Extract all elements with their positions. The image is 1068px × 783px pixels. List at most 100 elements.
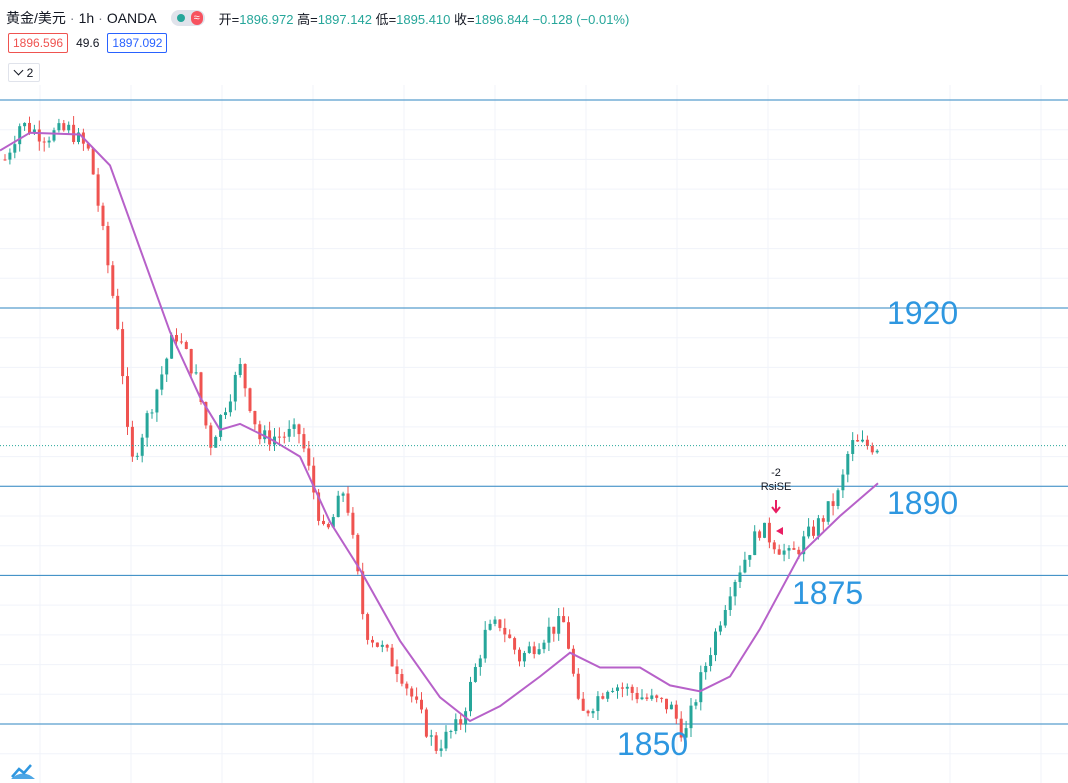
candle-body bbox=[665, 698, 668, 710]
candle-body bbox=[111, 265, 115, 296]
candle-body bbox=[532, 646, 536, 655]
candle-body bbox=[116, 295, 120, 330]
level-label-1890: 1890 bbox=[887, 485, 958, 521]
candle-body bbox=[179, 341, 183, 343]
rsi-signal: -2 RsiSE bbox=[761, 467, 792, 535]
open-label: 开= bbox=[218, 11, 240, 27]
indicators-toggle-button[interactable]: 2 bbox=[8, 63, 40, 82]
interval-label[interactable]: 1h bbox=[78, 10, 95, 26]
candle-body bbox=[155, 389, 159, 413]
candle-body bbox=[571, 648, 575, 674]
candle-body bbox=[812, 526, 815, 536]
candle-body bbox=[91, 148, 95, 175]
candle-body bbox=[753, 531, 757, 556]
close-label: 收= bbox=[454, 11, 475, 27]
candle-body bbox=[292, 424, 296, 429]
candle-body bbox=[400, 674, 404, 684]
symbol-name[interactable]: 黄金/美元 bbox=[6, 10, 66, 26]
candle-body bbox=[165, 358, 169, 375]
candle-body bbox=[767, 522, 771, 543]
candle-body bbox=[126, 376, 129, 427]
candle-body bbox=[723, 609, 727, 626]
bid-price-button[interactable]: 1896.596 bbox=[8, 33, 69, 53]
candle-body bbox=[140, 437, 144, 456]
high-value: 1897.142 bbox=[317, 11, 372, 27]
ask-price-button[interactable]: 1897.092 bbox=[107, 33, 168, 53]
moving-average-line bbox=[0, 131, 879, 723]
candle-body bbox=[312, 465, 316, 493]
candle-body bbox=[522, 652, 526, 662]
candle-body bbox=[669, 704, 673, 710]
candle-body bbox=[547, 626, 551, 643]
candle-body bbox=[184, 342, 188, 349]
candle-body bbox=[189, 348, 193, 374]
candle-body bbox=[375, 642, 379, 647]
candle-body bbox=[704, 665, 708, 673]
candle-body bbox=[738, 572, 742, 583]
candle-body bbox=[199, 372, 203, 403]
candle-body bbox=[287, 428, 291, 437]
candle-body bbox=[733, 582, 737, 597]
candle-body bbox=[420, 699, 423, 710]
candle-body bbox=[616, 687, 619, 691]
candle-body bbox=[782, 550, 786, 555]
candle-body bbox=[557, 616, 561, 634]
candle-body bbox=[508, 634, 512, 639]
candle-body bbox=[263, 430, 267, 440]
separator-dot: · bbox=[69, 10, 75, 26]
candle-body bbox=[513, 638, 517, 650]
candle-body bbox=[875, 450, 879, 453]
low-value: 1895.410 bbox=[396, 11, 451, 27]
candle-body bbox=[135, 455, 139, 457]
candle-body bbox=[865, 439, 869, 447]
signal-marker-icon bbox=[776, 527, 783, 535]
market-open-icon bbox=[176, 14, 185, 22]
candle-body bbox=[434, 735, 438, 751]
candle-body bbox=[282, 436, 286, 438]
candle-body bbox=[567, 622, 570, 649]
candle-body bbox=[86, 143, 90, 149]
candle-body bbox=[777, 549, 781, 555]
quote-row: 1896.596 49.6 1897.092 bbox=[8, 33, 168, 53]
candle-body bbox=[444, 731, 448, 749]
market-status-badge[interactable]: ≈ bbox=[170, 10, 205, 26]
candle-body bbox=[861, 439, 864, 442]
candle-body bbox=[356, 534, 360, 572]
wave-icon: ≈ bbox=[190, 11, 203, 25]
candle-body bbox=[488, 623, 492, 630]
candle-body bbox=[606, 691, 610, 699]
candle-body bbox=[620, 687, 624, 689]
candle-body bbox=[527, 646, 531, 653]
candle-body bbox=[851, 440, 855, 454]
candle-body bbox=[228, 401, 232, 413]
candle-body bbox=[439, 748, 443, 751]
candle-body bbox=[233, 374, 237, 402]
candle-body bbox=[650, 695, 654, 699]
candle-body bbox=[802, 536, 806, 555]
candle-body bbox=[493, 619, 497, 624]
candle-body bbox=[326, 524, 330, 528]
candle-body bbox=[792, 548, 796, 550]
candle-body bbox=[841, 474, 845, 491]
legend-header: 黄金/美元 · 1h · OANDA ≈ 开=1896.972 高=1897.1… bbox=[6, 8, 629, 28]
candle-body bbox=[635, 692, 639, 700]
candle-body bbox=[459, 719, 463, 725]
signal-name: RsiSE bbox=[761, 481, 792, 493]
tradingview-logo-icon[interactable] bbox=[10, 762, 36, 780]
candle-body bbox=[37, 129, 41, 142]
candle-body bbox=[679, 718, 683, 738]
candle-body bbox=[581, 698, 585, 711]
candle-body bbox=[542, 642, 546, 650]
candle-body bbox=[3, 159, 7, 161]
candle-body bbox=[307, 448, 311, 466]
candle-body bbox=[655, 695, 659, 698]
candle-body bbox=[694, 702, 698, 706]
candle-body bbox=[831, 501, 835, 507]
candle-body bbox=[219, 415, 223, 437]
candle-body bbox=[483, 629, 487, 659]
candle-body bbox=[121, 329, 125, 377]
candle-body bbox=[630, 686, 634, 693]
candle-body bbox=[96, 174, 100, 206]
candle-body bbox=[351, 512, 355, 535]
